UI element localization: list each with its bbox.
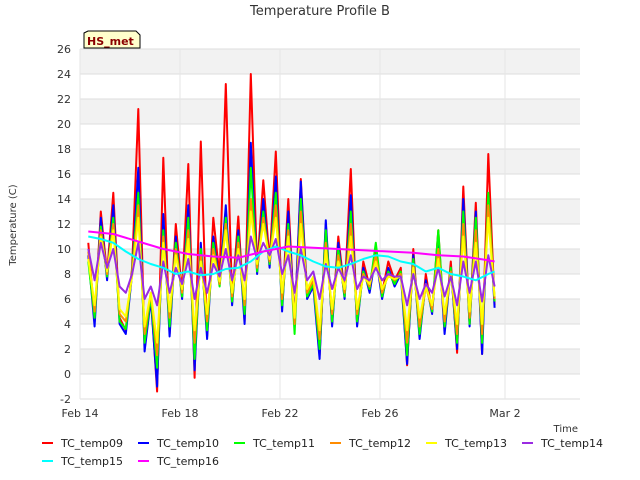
legend-label: TC_temp10 [156,437,219,450]
legend-label: TC_temp11 [252,437,315,450]
legend-item-TC_temp09: TC_temp09 [42,437,123,450]
station-badge-label: HS_met [87,35,134,48]
legend-label: TC_temp13 [444,437,507,450]
legend-item-TC_temp11: TC_temp11 [234,437,315,450]
series-line-TC_temp15 [88,235,495,282]
legend-label: TC_temp14 [540,437,603,450]
legend-item-TC_temp13: TC_temp13 [426,437,507,450]
legend-label: TC_temp12 [348,437,411,450]
y-tick-label: 14 [57,193,71,206]
legend: TC_temp09 TC_temp10 TC_temp11 TC_temp12 TC_t… [42,437,603,468]
x-tick-label: Feb 26 [362,407,399,420]
x-tick-label: Feb 18 [162,407,199,420]
legend-item-TC_temp10: TC_temp10 [138,437,219,450]
legend-item-TC_temp14: TC_temp14 [522,437,603,450]
y-tick-label: 0 [64,368,71,381]
station-badge: HS_met [83,30,141,49]
legend-item-TC_temp16: TC_temp16 [138,455,219,468]
legend-item-TC_temp15: TC_temp15 [42,455,123,468]
y-tick-label: 20 [57,118,71,131]
y-tick-label: 16 [57,168,71,181]
legend-label: TC_temp15 [60,455,123,468]
legend-label: TC_temp09 [60,437,123,450]
x-tick-label: Feb 14 [62,407,99,420]
grid-band [80,349,580,374]
y-tick-label: 22 [57,93,71,106]
grid-band [80,99,580,124]
y-tick-label: 2 [64,343,71,356]
y-tick-label: 10 [57,243,71,256]
y-tick-label: 8 [64,268,71,281]
legend-label: TC_temp16 [156,455,219,468]
y-axis-label: Temperature (C) [8,184,19,266]
y-tick-label: -2 [60,393,71,406]
y-tick-label: 24 [57,68,71,81]
y-tick-label: 26 [57,43,71,56]
grid-band [80,49,580,74]
series-lines [87,73,496,393]
x-axis-label: Time [553,424,578,435]
chart-title: Temperature Profile B [249,4,390,19]
legend-item-TC_temp12: TC_temp12 [330,437,411,450]
x-tick-label: Mar 2 [489,407,520,420]
series-line-TC_temp14 [87,235,496,307]
y-tick-label: 4 [64,318,71,331]
grid-bands [80,49,580,374]
y-tick-label: 18 [57,143,71,156]
series-line-TC_temp16 [88,230,495,263]
x-tick-label: Feb 22 [262,407,299,420]
y-tick-label: 6 [64,293,71,306]
x-axis-ticks: Feb 14 Feb 18 Feb 22 Feb 26 Mar 2 [62,407,521,420]
y-tick-label: 12 [57,218,71,231]
